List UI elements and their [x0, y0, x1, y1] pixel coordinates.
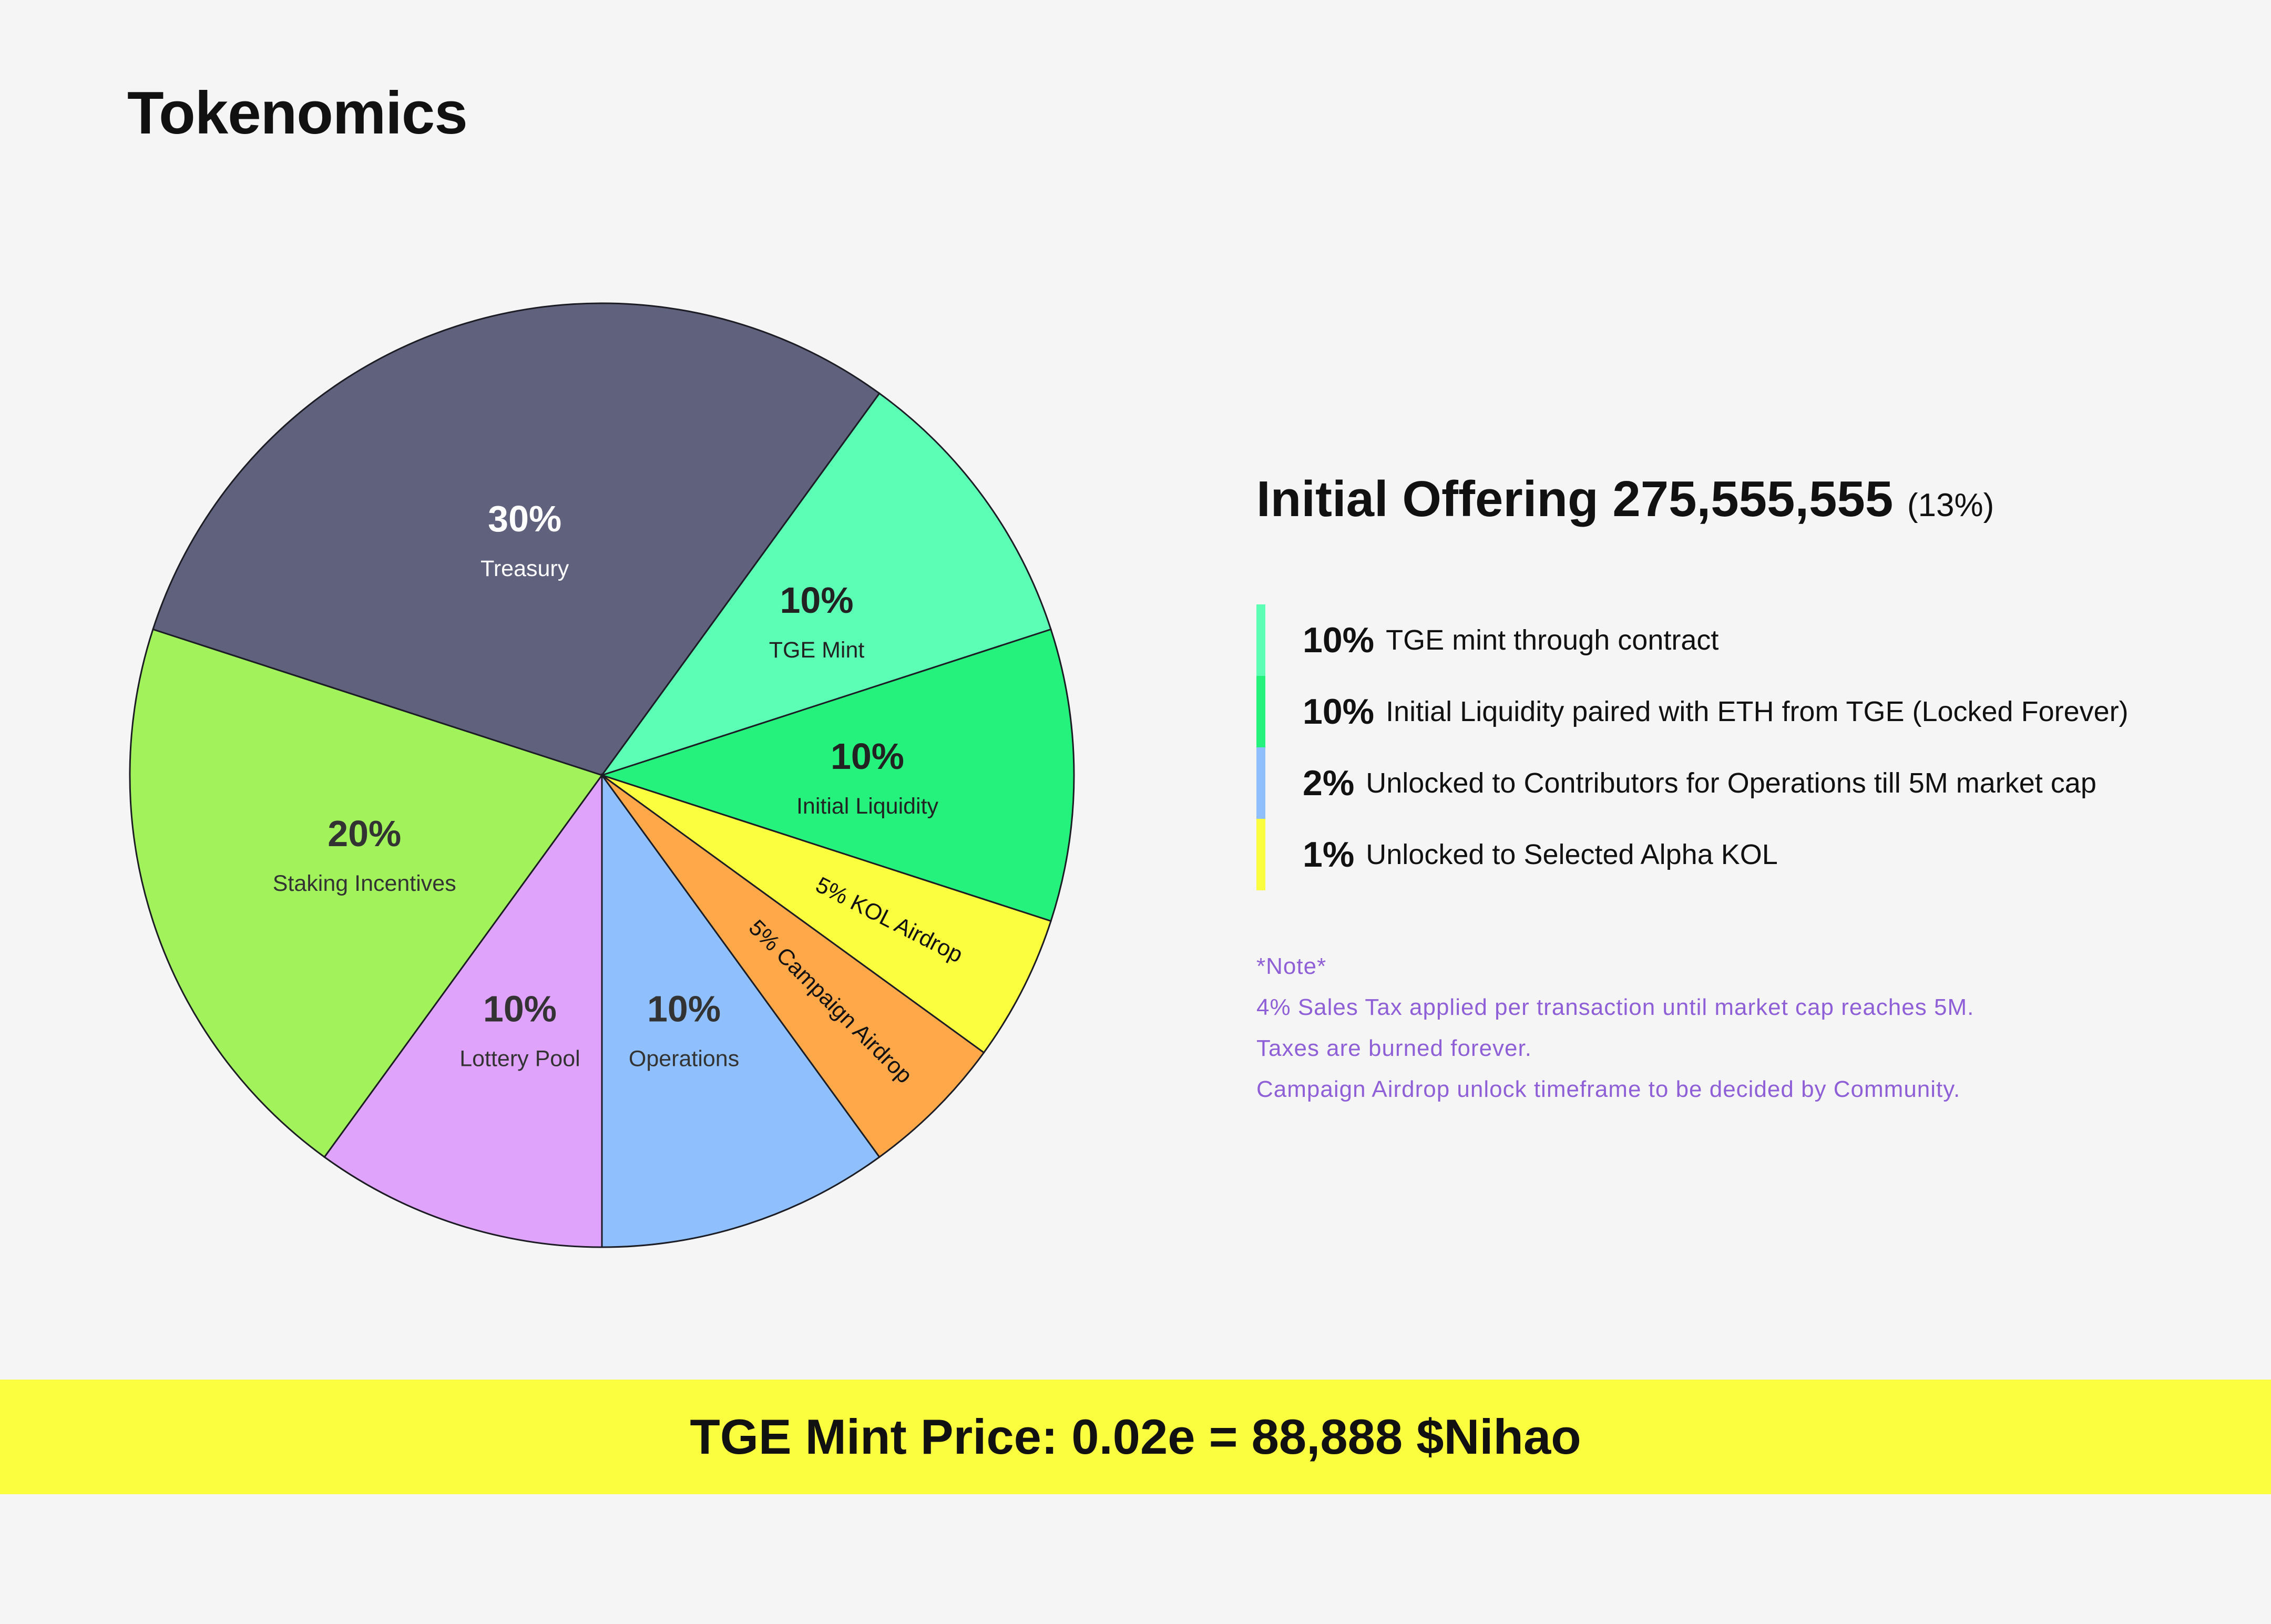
legend-text: Unlocked to Contributors for Operations … — [1366, 767, 2096, 799]
legend-color-bar — [1256, 747, 1265, 819]
slice-name-label: Treasury — [480, 556, 569, 581]
pie-slice — [599, 628, 1075, 922]
legend-color-bar — [1256, 676, 1265, 747]
legend-text: TGE mint through contract — [1386, 624, 1719, 656]
page-title: Tokenomics — [127, 80, 468, 147]
legend-item: 10% TGE mint through contract — [1256, 604, 2229, 676]
note-line: Taxes are burned forever. — [1256, 1035, 1532, 1061]
legend-percent: 10% — [1303, 692, 1375, 732]
slice-name-label: Initial Liquidity — [796, 794, 939, 819]
legend-text: Initial Liquidity paired with ETH from T… — [1386, 696, 2129, 727]
legend-text: Unlocked to Selected Alpha KOL — [1366, 839, 1778, 870]
pie-slice — [601, 774, 1052, 1054]
pie-slice — [129, 628, 603, 1158]
pie-slice — [601, 774, 985, 1158]
legend-item: 2% Unlocked to Contributors for Operation… — [1256, 747, 2229, 819]
slice-percent-label: 10% — [831, 736, 904, 777]
slice-percent-label: 10% — [647, 988, 721, 1029]
pie-slice — [600, 392, 1052, 777]
slice-percent-label: 10% — [780, 580, 853, 621]
pie-chart: 30% Treasury 10% TGE Mint 10% Initial Liquidi… — [129, 302, 1075, 1248]
slice-name-label: TGE Mint — [769, 638, 865, 663]
legend-percent: 10% — [1303, 620, 1375, 660]
slice-percent-label: 10% — [483, 988, 557, 1029]
legend-color-bar — [1256, 604, 1265, 676]
legend-percent: 1% — [1303, 835, 1355, 875]
legend-percent: 2% — [1303, 763, 1355, 803]
mint-price-text: TGE Mint Price: 0.02e = 88,888 $Nihao — [690, 1409, 1581, 1464]
pie-slice — [323, 773, 603, 1248]
mint-price-banner: TGE Mint Price: 0.02e = 88,888 $Nihao — [0, 1380, 2271, 1494]
allocation-legend: 10% TGE mint through contract 10% Initial L… — [1256, 604, 2229, 890]
slice-name-label: Lottery Pool — [459, 1046, 580, 1071]
note-header: *Note* — [1256, 953, 1327, 979]
pie-slice — [601, 773, 881, 1248]
offering-label: Initial Offering 275,555,555 — [1256, 471, 1894, 527]
initial-offering-heading: Initial Offering 275,555,555 (13%) — [1256, 470, 1994, 528]
notes: *Note* 4% Sales Tax applied per transact… — [1256, 946, 1974, 1110]
legend-color-bar — [1256, 819, 1265, 890]
note-line: Campaign Airdrop unlock timeframe to be … — [1256, 1076, 1961, 1102]
slice-percent-label: 30% — [488, 498, 561, 539]
note-line: 4% Sales Tax applied per transaction unt… — [1256, 994, 1975, 1020]
slice-name-label: Staking Incentives — [273, 871, 456, 896]
slice-name-label: Operations — [629, 1046, 739, 1071]
offering-percent: (13%) — [1907, 487, 1994, 523]
legend-item: 1% Unlocked to Selected Alpha KOL — [1256, 819, 2229, 890]
slice-percent-label: 20% — [328, 813, 401, 854]
legend-item: 10% Initial Liquidity paired with ETH fro… — [1256, 676, 2229, 747]
pie-slice — [152, 302, 881, 776]
